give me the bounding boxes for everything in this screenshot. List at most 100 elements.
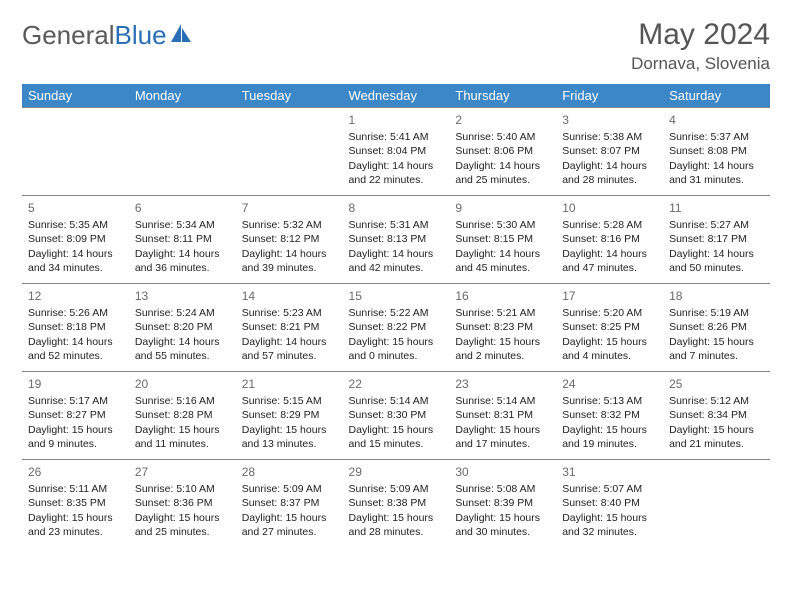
location: Dornava, Slovenia bbox=[631, 54, 770, 74]
day-number: 8 bbox=[349, 200, 444, 216]
logo: GeneralBlue bbox=[22, 20, 193, 51]
day-header-row: Sunday Monday Tuesday Wednesday Thursday… bbox=[22, 84, 770, 108]
daylight-line: Daylight: 15 hours and 17 minutes. bbox=[455, 423, 550, 451]
sunset-line: Sunset: 8:11 PM bbox=[135, 232, 230, 246]
daylight-line: Daylight: 14 hours and 36 minutes. bbox=[135, 247, 230, 275]
day-number: 1 bbox=[349, 112, 444, 128]
day-number: 7 bbox=[242, 200, 337, 216]
day-number: 9 bbox=[455, 200, 550, 216]
calendar-cell: 16Sunrise: 5:21 AMSunset: 8:23 PMDayligh… bbox=[449, 284, 556, 372]
logo-sail-icon bbox=[169, 20, 193, 51]
daylight-line: Daylight: 14 hours and 52 minutes. bbox=[28, 335, 123, 363]
calendar-cell: 17Sunrise: 5:20 AMSunset: 8:25 PMDayligh… bbox=[556, 284, 663, 372]
sunset-line: Sunset: 8:18 PM bbox=[28, 320, 123, 334]
calendar-cell: 21Sunrise: 5:15 AMSunset: 8:29 PMDayligh… bbox=[236, 372, 343, 460]
calendar-cell: 31Sunrise: 5:07 AMSunset: 8:40 PMDayligh… bbox=[556, 460, 663, 548]
header-monday: Monday bbox=[129, 84, 236, 108]
day-number: 17 bbox=[562, 288, 657, 304]
daylight-line: Daylight: 15 hours and 27 minutes. bbox=[242, 511, 337, 539]
calendar-cell: 26Sunrise: 5:11 AMSunset: 8:35 PMDayligh… bbox=[22, 460, 129, 548]
day-number: 11 bbox=[669, 200, 764, 216]
daylight-line: Daylight: 14 hours and 55 minutes. bbox=[135, 335, 230, 363]
day-number: 30 bbox=[455, 464, 550, 480]
daylight-line: Daylight: 14 hours and 42 minutes. bbox=[349, 247, 444, 275]
sunrise-line: Sunrise: 5:20 AM bbox=[562, 306, 657, 320]
header-tuesday: Tuesday bbox=[236, 84, 343, 108]
sunrise-line: Sunrise: 5:23 AM bbox=[242, 306, 337, 320]
daylight-line: Daylight: 15 hours and 23 minutes. bbox=[28, 511, 123, 539]
calendar-cell: 4Sunrise: 5:37 AMSunset: 8:08 PMDaylight… bbox=[663, 108, 770, 196]
calendar-row: 19Sunrise: 5:17 AMSunset: 8:27 PMDayligh… bbox=[22, 372, 770, 460]
sunrise-line: Sunrise: 5:34 AM bbox=[135, 218, 230, 232]
sunrise-line: Sunrise: 5:19 AM bbox=[669, 306, 764, 320]
calendar-cell: 20Sunrise: 5:16 AMSunset: 8:28 PMDayligh… bbox=[129, 372, 236, 460]
calendar-cell bbox=[236, 108, 343, 196]
sunset-line: Sunset: 8:29 PM bbox=[242, 408, 337, 422]
sunset-line: Sunset: 8:34 PM bbox=[669, 408, 764, 422]
daylight-line: Daylight: 15 hours and 28 minutes. bbox=[349, 511, 444, 539]
sunrise-line: Sunrise: 5:17 AM bbox=[28, 394, 123, 408]
day-number: 23 bbox=[455, 376, 550, 392]
header-wednesday: Wednesday bbox=[343, 84, 450, 108]
sunrise-line: Sunrise: 5:35 AM bbox=[28, 218, 123, 232]
daylight-line: Daylight: 15 hours and 7 minutes. bbox=[669, 335, 764, 363]
sunset-line: Sunset: 8:27 PM bbox=[28, 408, 123, 422]
day-number: 29 bbox=[349, 464, 444, 480]
header-friday: Friday bbox=[556, 84, 663, 108]
calendar-cell: 6Sunrise: 5:34 AMSunset: 8:11 PMDaylight… bbox=[129, 196, 236, 284]
sunset-line: Sunset: 8:25 PM bbox=[562, 320, 657, 334]
header-thursday: Thursday bbox=[449, 84, 556, 108]
daylight-line: Daylight: 14 hours and 31 minutes. bbox=[669, 159, 764, 187]
day-number: 24 bbox=[562, 376, 657, 392]
sunset-line: Sunset: 8:28 PM bbox=[135, 408, 230, 422]
calendar-cell bbox=[22, 108, 129, 196]
sunset-line: Sunset: 8:35 PM bbox=[28, 496, 123, 510]
sunset-line: Sunset: 8:22 PM bbox=[349, 320, 444, 334]
sunrise-line: Sunrise: 5:10 AM bbox=[135, 482, 230, 496]
calendar-cell: 30Sunrise: 5:08 AMSunset: 8:39 PMDayligh… bbox=[449, 460, 556, 548]
daylight-line: Daylight: 15 hours and 25 minutes. bbox=[135, 511, 230, 539]
sunrise-line: Sunrise: 5:15 AM bbox=[242, 394, 337, 408]
sunset-line: Sunset: 8:21 PM bbox=[242, 320, 337, 334]
sunset-line: Sunset: 8:40 PM bbox=[562, 496, 657, 510]
sunrise-line: Sunrise: 5:07 AM bbox=[562, 482, 657, 496]
calendar-cell: 23Sunrise: 5:14 AMSunset: 8:31 PMDayligh… bbox=[449, 372, 556, 460]
calendar-cell: 10Sunrise: 5:28 AMSunset: 8:16 PMDayligh… bbox=[556, 196, 663, 284]
title-block: May 2024 Dornava, Slovenia bbox=[631, 18, 770, 74]
daylight-line: Daylight: 14 hours and 50 minutes. bbox=[669, 247, 764, 275]
sunset-line: Sunset: 8:17 PM bbox=[669, 232, 764, 246]
sunset-line: Sunset: 8:07 PM bbox=[562, 144, 657, 158]
sunset-line: Sunset: 8:04 PM bbox=[349, 144, 444, 158]
daylight-line: Daylight: 14 hours and 39 minutes. bbox=[242, 247, 337, 275]
sunrise-line: Sunrise: 5:38 AM bbox=[562, 130, 657, 144]
day-number: 3 bbox=[562, 112, 657, 128]
calendar-row: 26Sunrise: 5:11 AMSunset: 8:35 PMDayligh… bbox=[22, 460, 770, 548]
sunset-line: Sunset: 8:16 PM bbox=[562, 232, 657, 246]
calendar-row: 12Sunrise: 5:26 AMSunset: 8:18 PMDayligh… bbox=[22, 284, 770, 372]
calendar-cell: 22Sunrise: 5:14 AMSunset: 8:30 PMDayligh… bbox=[343, 372, 450, 460]
sunrise-line: Sunrise: 5:09 AM bbox=[349, 482, 444, 496]
calendar-cell: 15Sunrise: 5:22 AMSunset: 8:22 PMDayligh… bbox=[343, 284, 450, 372]
sunrise-line: Sunrise: 5:31 AM bbox=[349, 218, 444, 232]
month-title: May 2024 bbox=[631, 18, 770, 52]
daylight-line: Daylight: 15 hours and 21 minutes. bbox=[669, 423, 764, 451]
calendar-cell: 19Sunrise: 5:17 AMSunset: 8:27 PMDayligh… bbox=[22, 372, 129, 460]
calendar-cell: 11Sunrise: 5:27 AMSunset: 8:17 PMDayligh… bbox=[663, 196, 770, 284]
day-number: 28 bbox=[242, 464, 337, 480]
sunrise-line: Sunrise: 5:40 AM bbox=[455, 130, 550, 144]
sunrise-line: Sunrise: 5:21 AM bbox=[455, 306, 550, 320]
daylight-line: Daylight: 15 hours and 19 minutes. bbox=[562, 423, 657, 451]
sunset-line: Sunset: 8:08 PM bbox=[669, 144, 764, 158]
header-saturday: Saturday bbox=[663, 84, 770, 108]
sunset-line: Sunset: 8:30 PM bbox=[349, 408, 444, 422]
sunset-line: Sunset: 8:13 PM bbox=[349, 232, 444, 246]
day-number: 5 bbox=[28, 200, 123, 216]
header: GeneralBlue May 2024 Dornava, Slovenia bbox=[22, 18, 770, 74]
sunrise-line: Sunrise: 5:14 AM bbox=[455, 394, 550, 408]
calendar-cell: 5Sunrise: 5:35 AMSunset: 8:09 PMDaylight… bbox=[22, 196, 129, 284]
sunrise-line: Sunrise: 5:14 AM bbox=[349, 394, 444, 408]
sunrise-line: Sunrise: 5:37 AM bbox=[669, 130, 764, 144]
calendar-cell: 9Sunrise: 5:30 AMSunset: 8:15 PMDaylight… bbox=[449, 196, 556, 284]
sunset-line: Sunset: 8:36 PM bbox=[135, 496, 230, 510]
daylight-line: Daylight: 15 hours and 15 minutes. bbox=[349, 423, 444, 451]
